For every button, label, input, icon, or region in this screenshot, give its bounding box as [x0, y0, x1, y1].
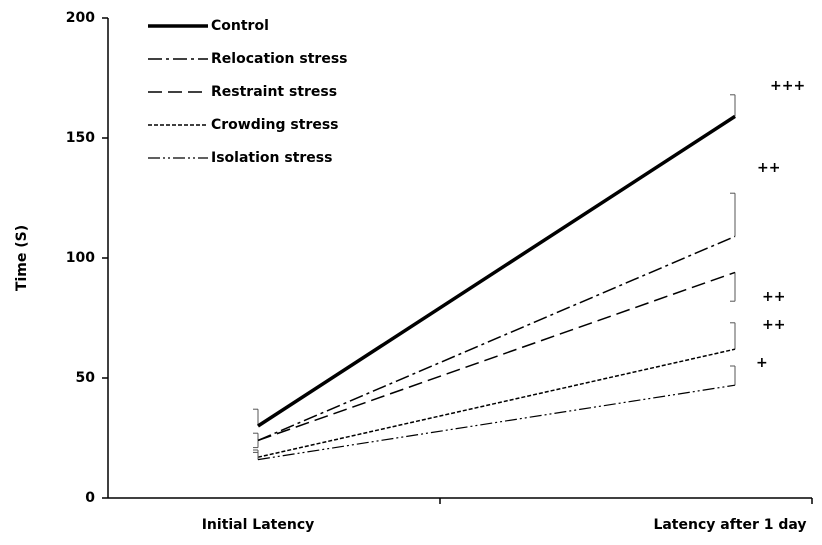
- legend-label: Control: [211, 18, 269, 34]
- data-line: [257, 114, 736, 428]
- y-tick-label: 200: [66, 10, 95, 26]
- data-line: [257, 384, 736, 461]
- data-line: [257, 235, 736, 442]
- significance-label: ++: [762, 289, 785, 305]
- legend-label: Isolation stress: [211, 150, 332, 166]
- legend-label: Relocation stress: [211, 51, 347, 67]
- significance-label: ++: [757, 160, 780, 176]
- y-tick-label: 150: [66, 130, 95, 146]
- x-tick-label: Initial Latency: [202, 517, 315, 533]
- legend-label: Restraint stress: [211, 84, 337, 100]
- legend-label: Crowding stress: [211, 117, 339, 133]
- significance-label: +++: [770, 78, 805, 94]
- y-tick-label: 50: [76, 370, 96, 386]
- y-axis-title: Time (S): [14, 225, 30, 291]
- significance-label: ++: [762, 317, 785, 333]
- y-tick-label: 0: [85, 490, 95, 506]
- significance-label: +: [756, 355, 768, 371]
- data-line: [257, 271, 736, 442]
- y-tick-label: 100: [66, 250, 95, 266]
- data-line: [257, 348, 736, 458]
- x-tick-label: Latency after 1 day: [653, 517, 806, 533]
